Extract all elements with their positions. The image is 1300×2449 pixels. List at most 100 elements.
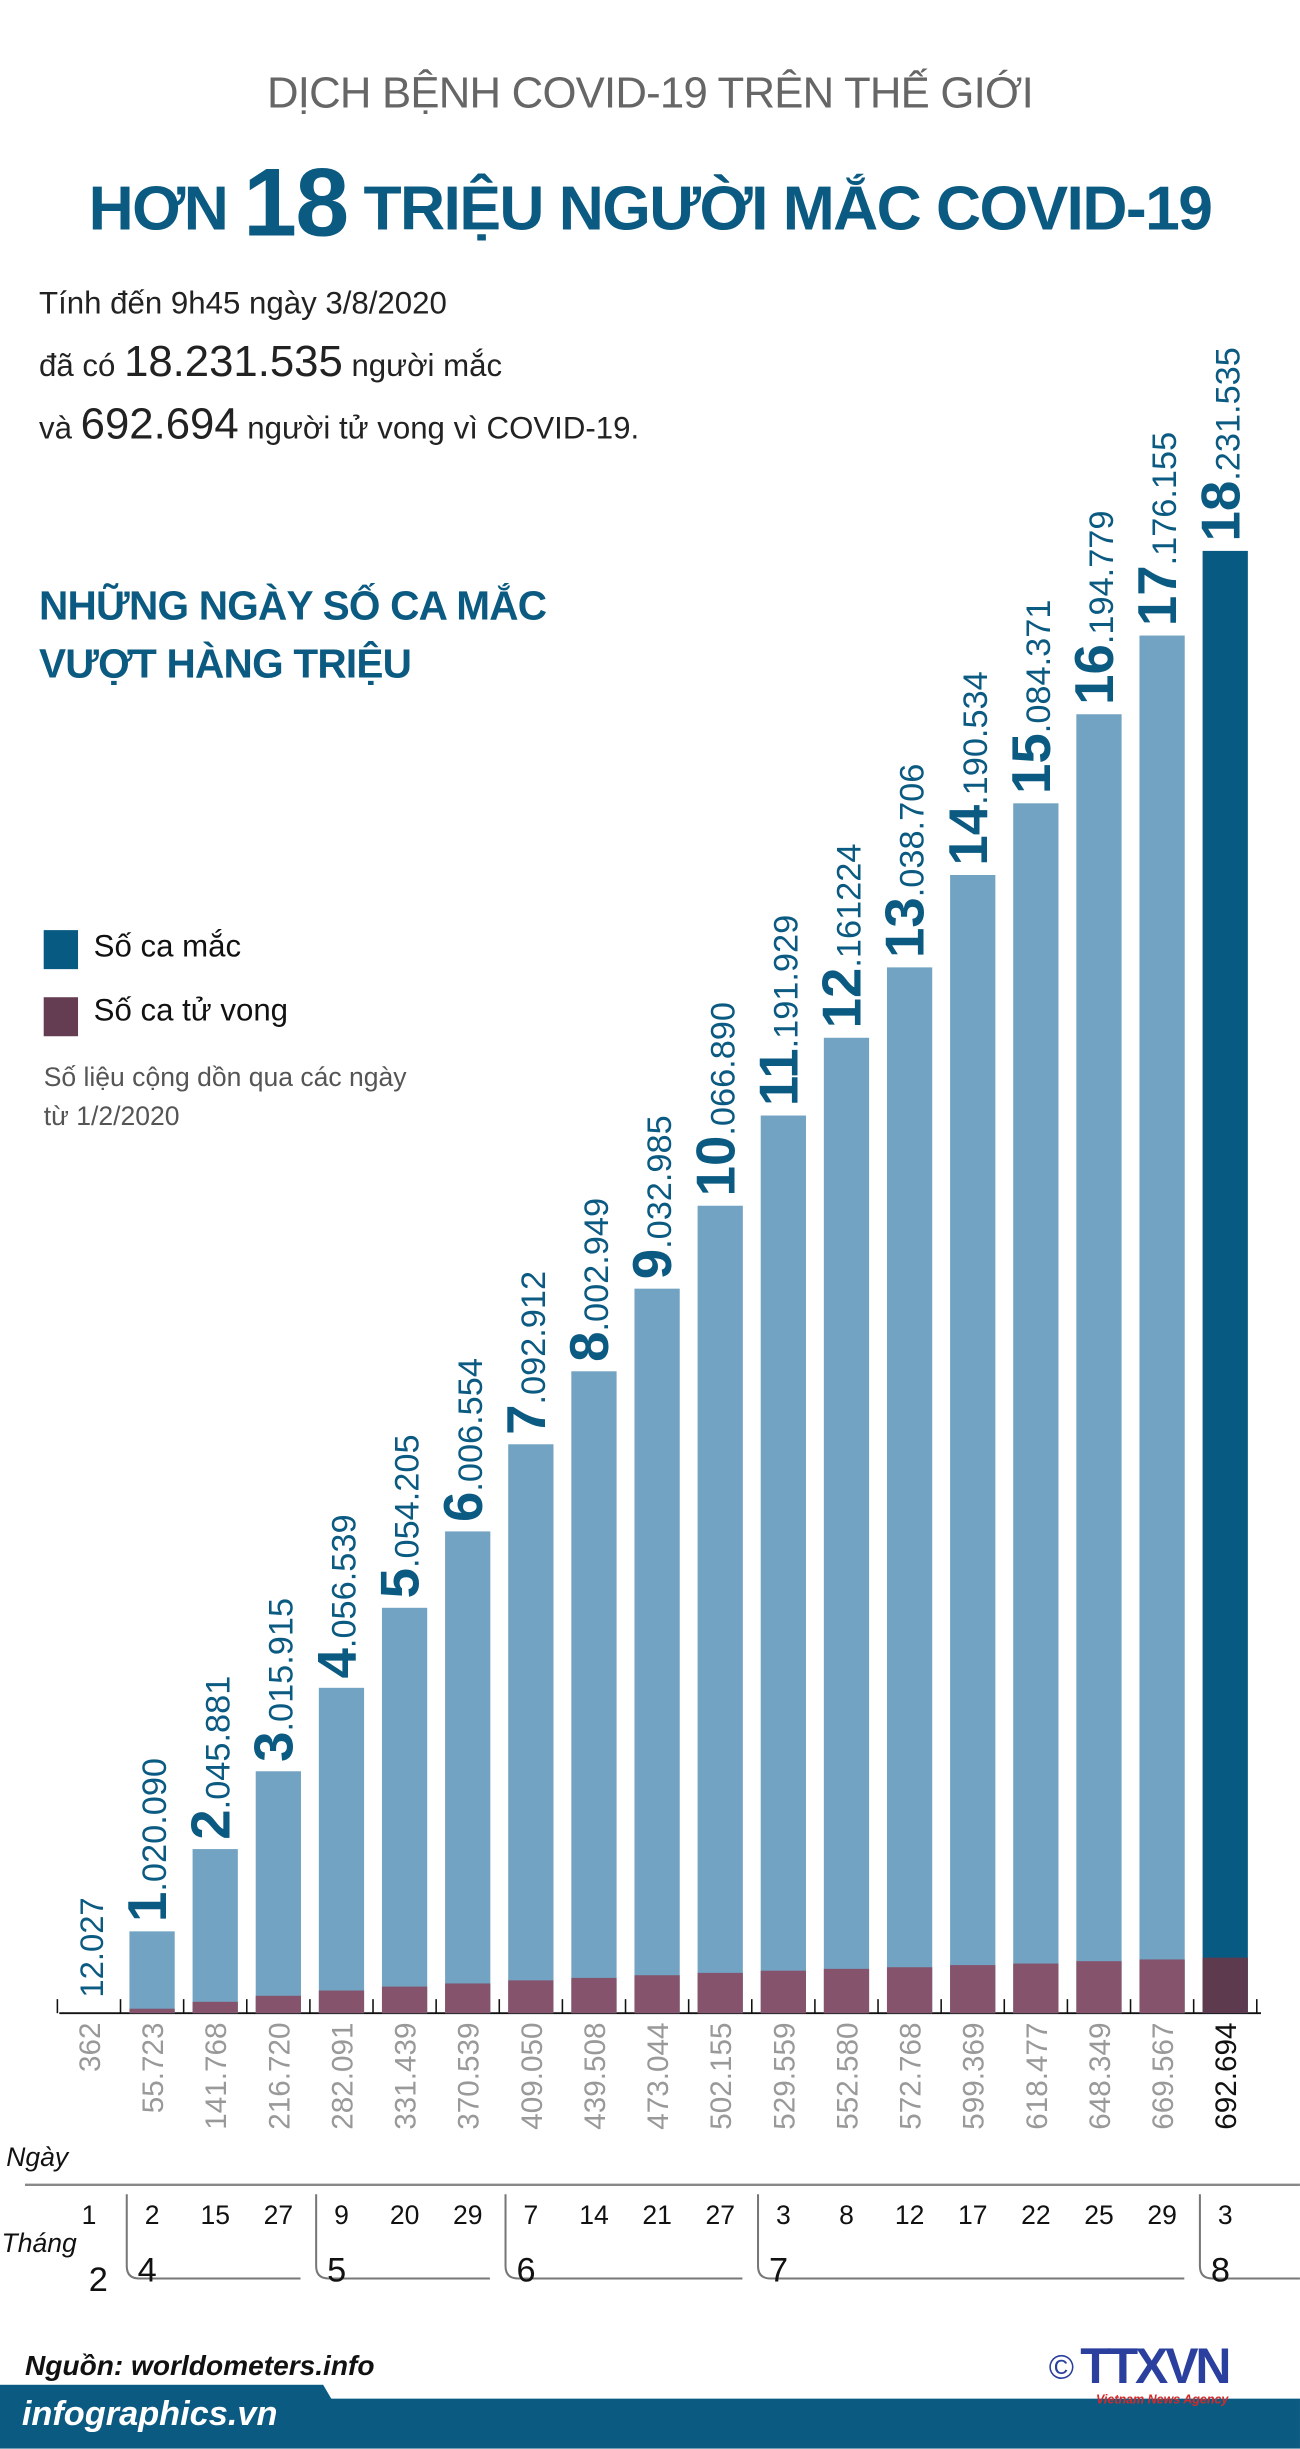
deaths-bar: [697, 1972, 743, 2014]
section-heading: NHỮNG NGÀY SỐ CA MẮC VƯỢT HÀNG TRIỆU: [39, 577, 547, 692]
case-value-label: 1.020.090: [117, 1758, 178, 1922]
month-label: 6: [516, 2252, 535, 2290]
month-label: 8: [1211, 2252, 1230, 2290]
day-label: 14: [579, 2200, 609, 2230]
cases-bar: [255, 1771, 301, 2014]
case-value-label: 9.032.985: [622, 1115, 683, 1279]
month-bracket: [757, 2194, 1185, 2280]
death-value-label: 648.349: [1084, 2023, 1117, 2130]
note-line: Số liệu cộng dồn qua các ngày: [43, 1062, 407, 1093]
day-label: 20: [390, 2200, 420, 2230]
day-label: 9: [334, 2200, 349, 2230]
month-label: 7: [769, 2252, 788, 2290]
deaths-bar: [571, 1977, 617, 2014]
month-bracket: [1198, 2194, 1300, 2280]
deaths-bar: [381, 1986, 428, 2014]
logo-subtext: Vietnam News Agency: [1096, 2392, 1229, 2407]
death-value-label: 409.050: [516, 2023, 549, 2130]
case-value-label: 5.054.205: [370, 1434, 431, 1598]
case-value-label: 7.092.912: [496, 1271, 557, 1435]
death-value-label: 618.477: [1021, 2023, 1054, 2130]
death-value-label: 141.768: [200, 2023, 233, 2130]
death-value-label: 692.694: [1210, 2023, 1243, 2130]
day-label: 1: [82, 2200, 97, 2230]
cases-bar: [192, 1849, 238, 2014]
cases-bar: [950, 875, 996, 2014]
case-value-label: 15.084.371: [1001, 600, 1062, 794]
case-value-label: 4.056.539: [307, 1514, 368, 1678]
page-title: HƠN 18 TRIỆU NGƯỜI MẮC COVID-19: [0, 148, 1300, 259]
day-label: 17: [958, 2200, 988, 2230]
summary-line-2: đã có 18.231.535 người mắc: [39, 337, 502, 387]
case-value-label: 13.038.706: [875, 764, 936, 958]
logo-block: TTXVN Vietnam News Agency: [1080, 2337, 1231, 2407]
deaths-bar: [886, 1967, 933, 2014]
day-label: 27: [264, 2200, 294, 2230]
cases-bar: [318, 1687, 365, 2014]
deaths-bar: [823, 1968, 870, 2014]
cases-bar: [571, 1371, 617, 2014]
cases-bar: [445, 1531, 491, 2014]
month-label: 5: [327, 2252, 346, 2290]
day-label: 2: [145, 2200, 160, 2230]
summary-text: đã có: [39, 349, 116, 384]
death-value-label: 331.439: [390, 2023, 423, 2130]
cases-bar: [1013, 803, 1059, 2014]
death-value-label: 370.539: [453, 2023, 486, 2130]
day-label: 8: [839, 2200, 854, 2230]
death-value-label: 572.768: [895, 2023, 928, 2130]
death-value-label: 599.369: [958, 2023, 991, 2130]
brand-link[interactable]: infographics.vn: [21, 2393, 278, 2433]
cases-bar: [634, 1288, 680, 2014]
legend-note: Số liệu cộng dồn qua các ngày từ 1/2/202…: [44, 1058, 407, 1136]
deaths-bar: [1139, 1959, 1185, 2014]
death-value-label: 439.508: [579, 2023, 612, 2130]
month-bracket: [315, 2194, 490, 2280]
death-value-label: 552.580: [831, 2023, 864, 2130]
deaths-bar: [255, 1995, 301, 2014]
day-label: 29: [1147, 2200, 1177, 2230]
title-number: 18: [243, 149, 349, 258]
month-label: 4: [138, 2252, 157, 2290]
deaths-bar: [1013, 1963, 1059, 2014]
source-note: Nguồn: worldometers.info: [24, 2350, 375, 2382]
day-label: 3: [1218, 2200, 1233, 2230]
case-value-label: 3.015.915: [243, 1598, 304, 1762]
case-value-label: 14.190.534: [938, 671, 999, 865]
summary-text: người tử vong vì COVID-19.: [247, 411, 640, 447]
section-heading-line: NHỮNG NGÀY SỐ CA MẮC: [39, 582, 547, 629]
day-label: 27: [705, 2200, 735, 2230]
cases-bar: [760, 1115, 806, 2014]
deaths-bar: [634, 1975, 680, 2014]
death-value-label: 529.559: [768, 2023, 801, 2130]
cases-bar: [508, 1444, 554, 2014]
total-cases: 18.231.535: [124, 337, 343, 386]
cases-bar: [823, 1037, 870, 2014]
logo-text: TTXVN: [1080, 2337, 1231, 2394]
legend-label-cases: Số ca mắc: [93, 930, 242, 965]
case-value-label: 17.176.155: [1127, 432, 1188, 626]
total-deaths: 692.694: [80, 399, 239, 448]
death-value-label: 502.155: [705, 2023, 738, 2130]
month-axis-label: Tháng: [2, 2228, 77, 2258]
deaths-bar: [1202, 1957, 1248, 2014]
case-value-label: 6.006.554: [433, 1358, 494, 1522]
death-value-label: 362: [74, 2023, 107, 2072]
day-label: 22: [1021, 2200, 1051, 2230]
summary-line-1: Tính đến 9h45 ngày 3/8/2020: [39, 287, 447, 322]
cases-bar: [697, 1205, 743, 2014]
title-prefix: HƠN: [88, 174, 229, 244]
deaths-bar: [950, 1965, 996, 2014]
deaths-bar: [1076, 1961, 1122, 2014]
cases-bar: [381, 1607, 428, 2014]
summary-text: người mắc: [351, 349, 503, 384]
case-value-label: 10.066.890: [685, 1002, 746, 1196]
legend-swatch-deaths: [43, 997, 79, 1037]
death-value-label: 55.723: [137, 2023, 170, 2114]
death-value-label: 216.720: [263, 2023, 296, 2130]
cases-bar: [1076, 714, 1122, 2014]
deaths-bar: [129, 2008, 175, 2014]
day-label: 29: [453, 2200, 483, 2230]
case-value-label: 18.231.535: [1190, 347, 1251, 541]
